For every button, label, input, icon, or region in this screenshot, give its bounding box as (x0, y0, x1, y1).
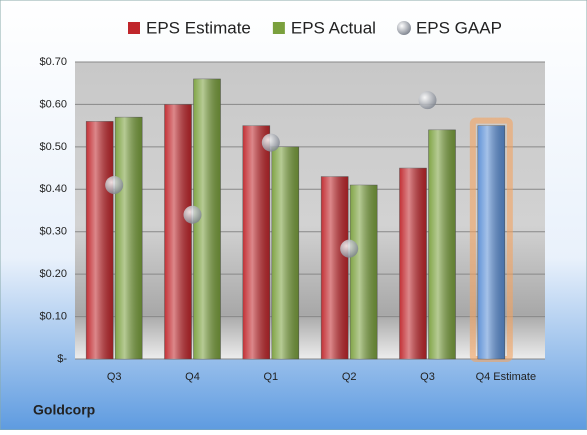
company-name: Goldcorp (33, 402, 95, 418)
legend-marker (128, 22, 140, 34)
y-tick-label: $0.60 (39, 98, 67, 110)
y-tick-label: $0.40 (39, 183, 67, 195)
x-tick-label: Q4 Estimate (476, 371, 537, 383)
legend-label: EPS Estimate (146, 18, 251, 37)
y-tick-label: $0.30 (39, 226, 67, 238)
bar-shine (428, 129, 456, 359)
gaap-point (261, 133, 280, 152)
bar-shine (164, 104, 192, 359)
gaap-point (105, 176, 124, 195)
x-tick-label: Q1 (263, 371, 278, 383)
x-tick-label: Q3 (420, 371, 435, 383)
legend-marker (396, 21, 411, 35)
y-tick-label: $0.70 (39, 56, 67, 68)
gaap-point (418, 91, 437, 110)
x-tick-label: Q2 (342, 371, 357, 383)
y-tick-label: $0.10 (39, 310, 67, 322)
y-tick-label: $- (57, 353, 67, 365)
bar-shine (477, 125, 505, 360)
legend-label: EPS Actual (291, 18, 376, 37)
bar-shine (86, 121, 114, 360)
plot-area (75, 62, 545, 359)
bar-shine (242, 125, 270, 360)
y-tick-label: $0.20 (39, 268, 67, 280)
bar-shine (271, 146, 299, 359)
bar-shine (399, 168, 427, 359)
bar-shine (115, 117, 143, 360)
legend-marker (272, 22, 285, 34)
gaap-point (183, 205, 202, 224)
x-tick-label: Q4 (185, 371, 200, 383)
legend-label: EPS GAAP (416, 18, 502, 37)
bar-shine (350, 185, 378, 359)
x-tick-label: Q3 (107, 371, 122, 383)
y-tick-label: $0.50 (39, 141, 67, 153)
gaap-point (340, 239, 359, 258)
bar-shine (321, 176, 349, 359)
